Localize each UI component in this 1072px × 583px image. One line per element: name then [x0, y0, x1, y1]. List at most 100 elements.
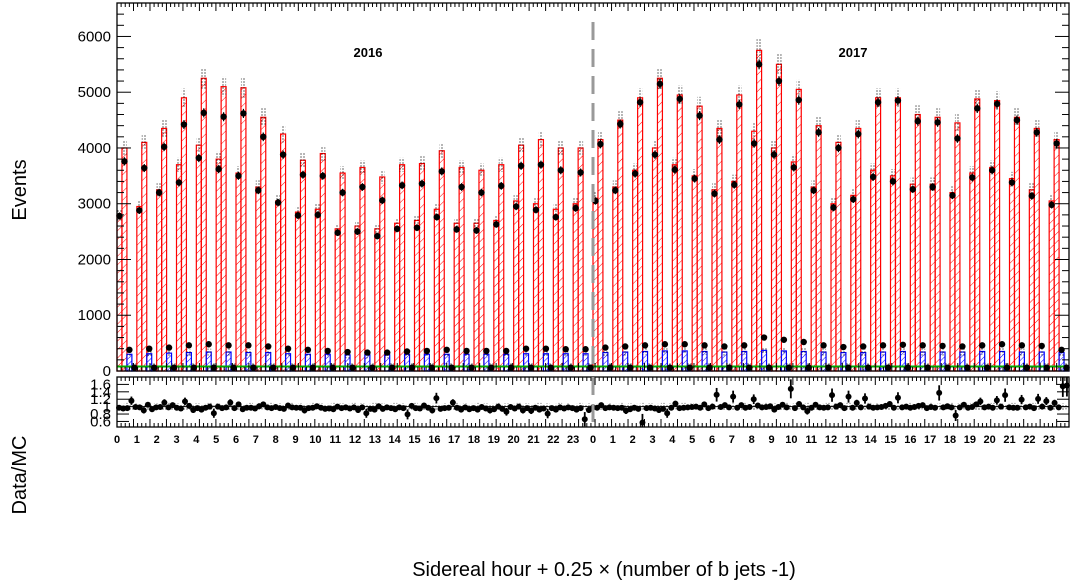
- data-point: [488, 364, 495, 371]
- data-point: [612, 187, 619, 194]
- mc-bar: [458, 166, 465, 372]
- hour-tick-label: 12: [349, 434, 361, 446]
- hour-tick-label: 7: [253, 434, 259, 446]
- y-tick-label: 4000: [78, 140, 111, 157]
- hour-tick-label: 10: [309, 434, 321, 446]
- mc-uncertainty-band: [136, 200, 142, 213]
- mc-bar: [889, 175, 897, 372]
- ratio-point: [791, 405, 798, 412]
- data-point: [1058, 346, 1065, 354]
- ratio-point: [243, 404, 250, 411]
- hour-tick-label: 1: [610, 434, 616, 446]
- mc-uncertainty-band: [840, 349, 846, 356]
- mc-bar: [994, 99, 1001, 372]
- ratio-point: [849, 404, 856, 411]
- mc-bar: [473, 222, 480, 372]
- mc-bar: [418, 162, 426, 372]
- ratio-point: [709, 403, 716, 410]
- mc-uncertainty-band: [216, 151, 222, 167]
- data-point: [260, 133, 267, 141]
- mc-bar: [974, 98, 981, 372]
- data-point: [840, 343, 847, 351]
- ratio-point: [952, 412, 959, 419]
- mc-bar: [513, 200, 520, 372]
- mc-uncertainty-band: [890, 169, 896, 183]
- ratio-point: [1039, 403, 1046, 410]
- mc-uncertainty-band: [285, 350, 291, 358]
- annotation-2016: 2016: [354, 45, 383, 60]
- mc-uncertainty-band: [563, 350, 569, 358]
- ratio-point: [672, 400, 679, 407]
- data-point: [319, 172, 326, 180]
- mc-bar: [1053, 139, 1060, 372]
- hour-tick-label: 1: [134, 434, 140, 446]
- ratio-point: [730, 393, 737, 400]
- hour-tick-label: 10: [785, 434, 797, 446]
- data-point: [701, 342, 708, 349]
- mc-bar: [1028, 189, 1035, 372]
- data-point: [671, 166, 679, 173]
- data-point: [498, 182, 505, 190]
- data-point: [339, 189, 346, 196]
- data-point: [463, 347, 470, 355]
- ratio-point: [973, 401, 980, 408]
- data-point: [577, 169, 584, 176]
- ratio-point: [1055, 404, 1062, 411]
- mc-bar: [379, 176, 386, 372]
- data-point: [433, 213, 441, 221]
- hour-tick-label: 16: [904, 434, 916, 446]
- mc-uncertainty-band: [414, 215, 420, 226]
- data-point: [1053, 140, 1060, 147]
- ratio-point: [363, 410, 370, 417]
- data-point: [299, 171, 307, 178]
- mc-bar: [374, 228, 381, 372]
- ratio-y-tick-label: 0.8: [90, 406, 111, 423]
- mc-uncertainty-band: [161, 119, 167, 137]
- ratio-point: [404, 411, 411, 418]
- y-tick-label: 3000: [78, 196, 111, 213]
- mc-bar: [1048, 200, 1055, 372]
- hour-tick-label: 3: [173, 434, 179, 446]
- data-point: [478, 189, 485, 196]
- mc-uncertainty-band: [716, 119, 722, 137]
- hour-tick-label: 7: [729, 434, 735, 446]
- ratio-point: [783, 404, 790, 411]
- data-point: [195, 154, 203, 162]
- hour-tick-label: 20: [508, 434, 520, 446]
- mc-bar: [498, 164, 505, 372]
- data-point: [200, 109, 207, 117]
- mc-uncertainty-band: [682, 347, 688, 355]
- mc-uncertainty-band: [796, 79, 802, 100]
- mc-uncertainty-band: [464, 350, 470, 358]
- mc-uncertainty-band: [940, 348, 946, 356]
- mc-uncertainty-band: [439, 143, 445, 159]
- ratio-point: [886, 401, 893, 408]
- mc-uncertainty-band: [756, 39, 762, 62]
- mc-bar: [136, 205, 143, 372]
- mc-uncertainty-band: [959, 348, 965, 356]
- mc-bar: [830, 203, 837, 372]
- mc-bar: [894, 97, 902, 372]
- y-tick-label: 1000: [78, 307, 111, 324]
- annotation-2017: 2017: [839, 45, 868, 60]
- hour-tick-label: 21: [1003, 434, 1015, 446]
- data-point: [438, 168, 445, 175]
- data-point: [1038, 342, 1045, 350]
- hour-tick-label: 9: [292, 434, 298, 446]
- mc-bar: [751, 130, 758, 372]
- ratio-point: [664, 410, 671, 417]
- mc-bar: [433, 208, 440, 372]
- mc-uncertainty-band: [652, 140, 658, 156]
- ratio-point: [449, 399, 456, 406]
- mc-uncertainty-band: [979, 348, 985, 355]
- data-point: [731, 181, 738, 188]
- hour-tick-label: 4: [669, 434, 676, 446]
- data-point: [423, 347, 431, 355]
- ratio-point: [660, 405, 667, 412]
- data-point: [597, 140, 604, 148]
- mc-uncertainty-band: [459, 160, 465, 175]
- data-point: [334, 229, 341, 236]
- mc-uncertainty-band: [533, 197, 539, 210]
- mc-bar: [637, 97, 644, 372]
